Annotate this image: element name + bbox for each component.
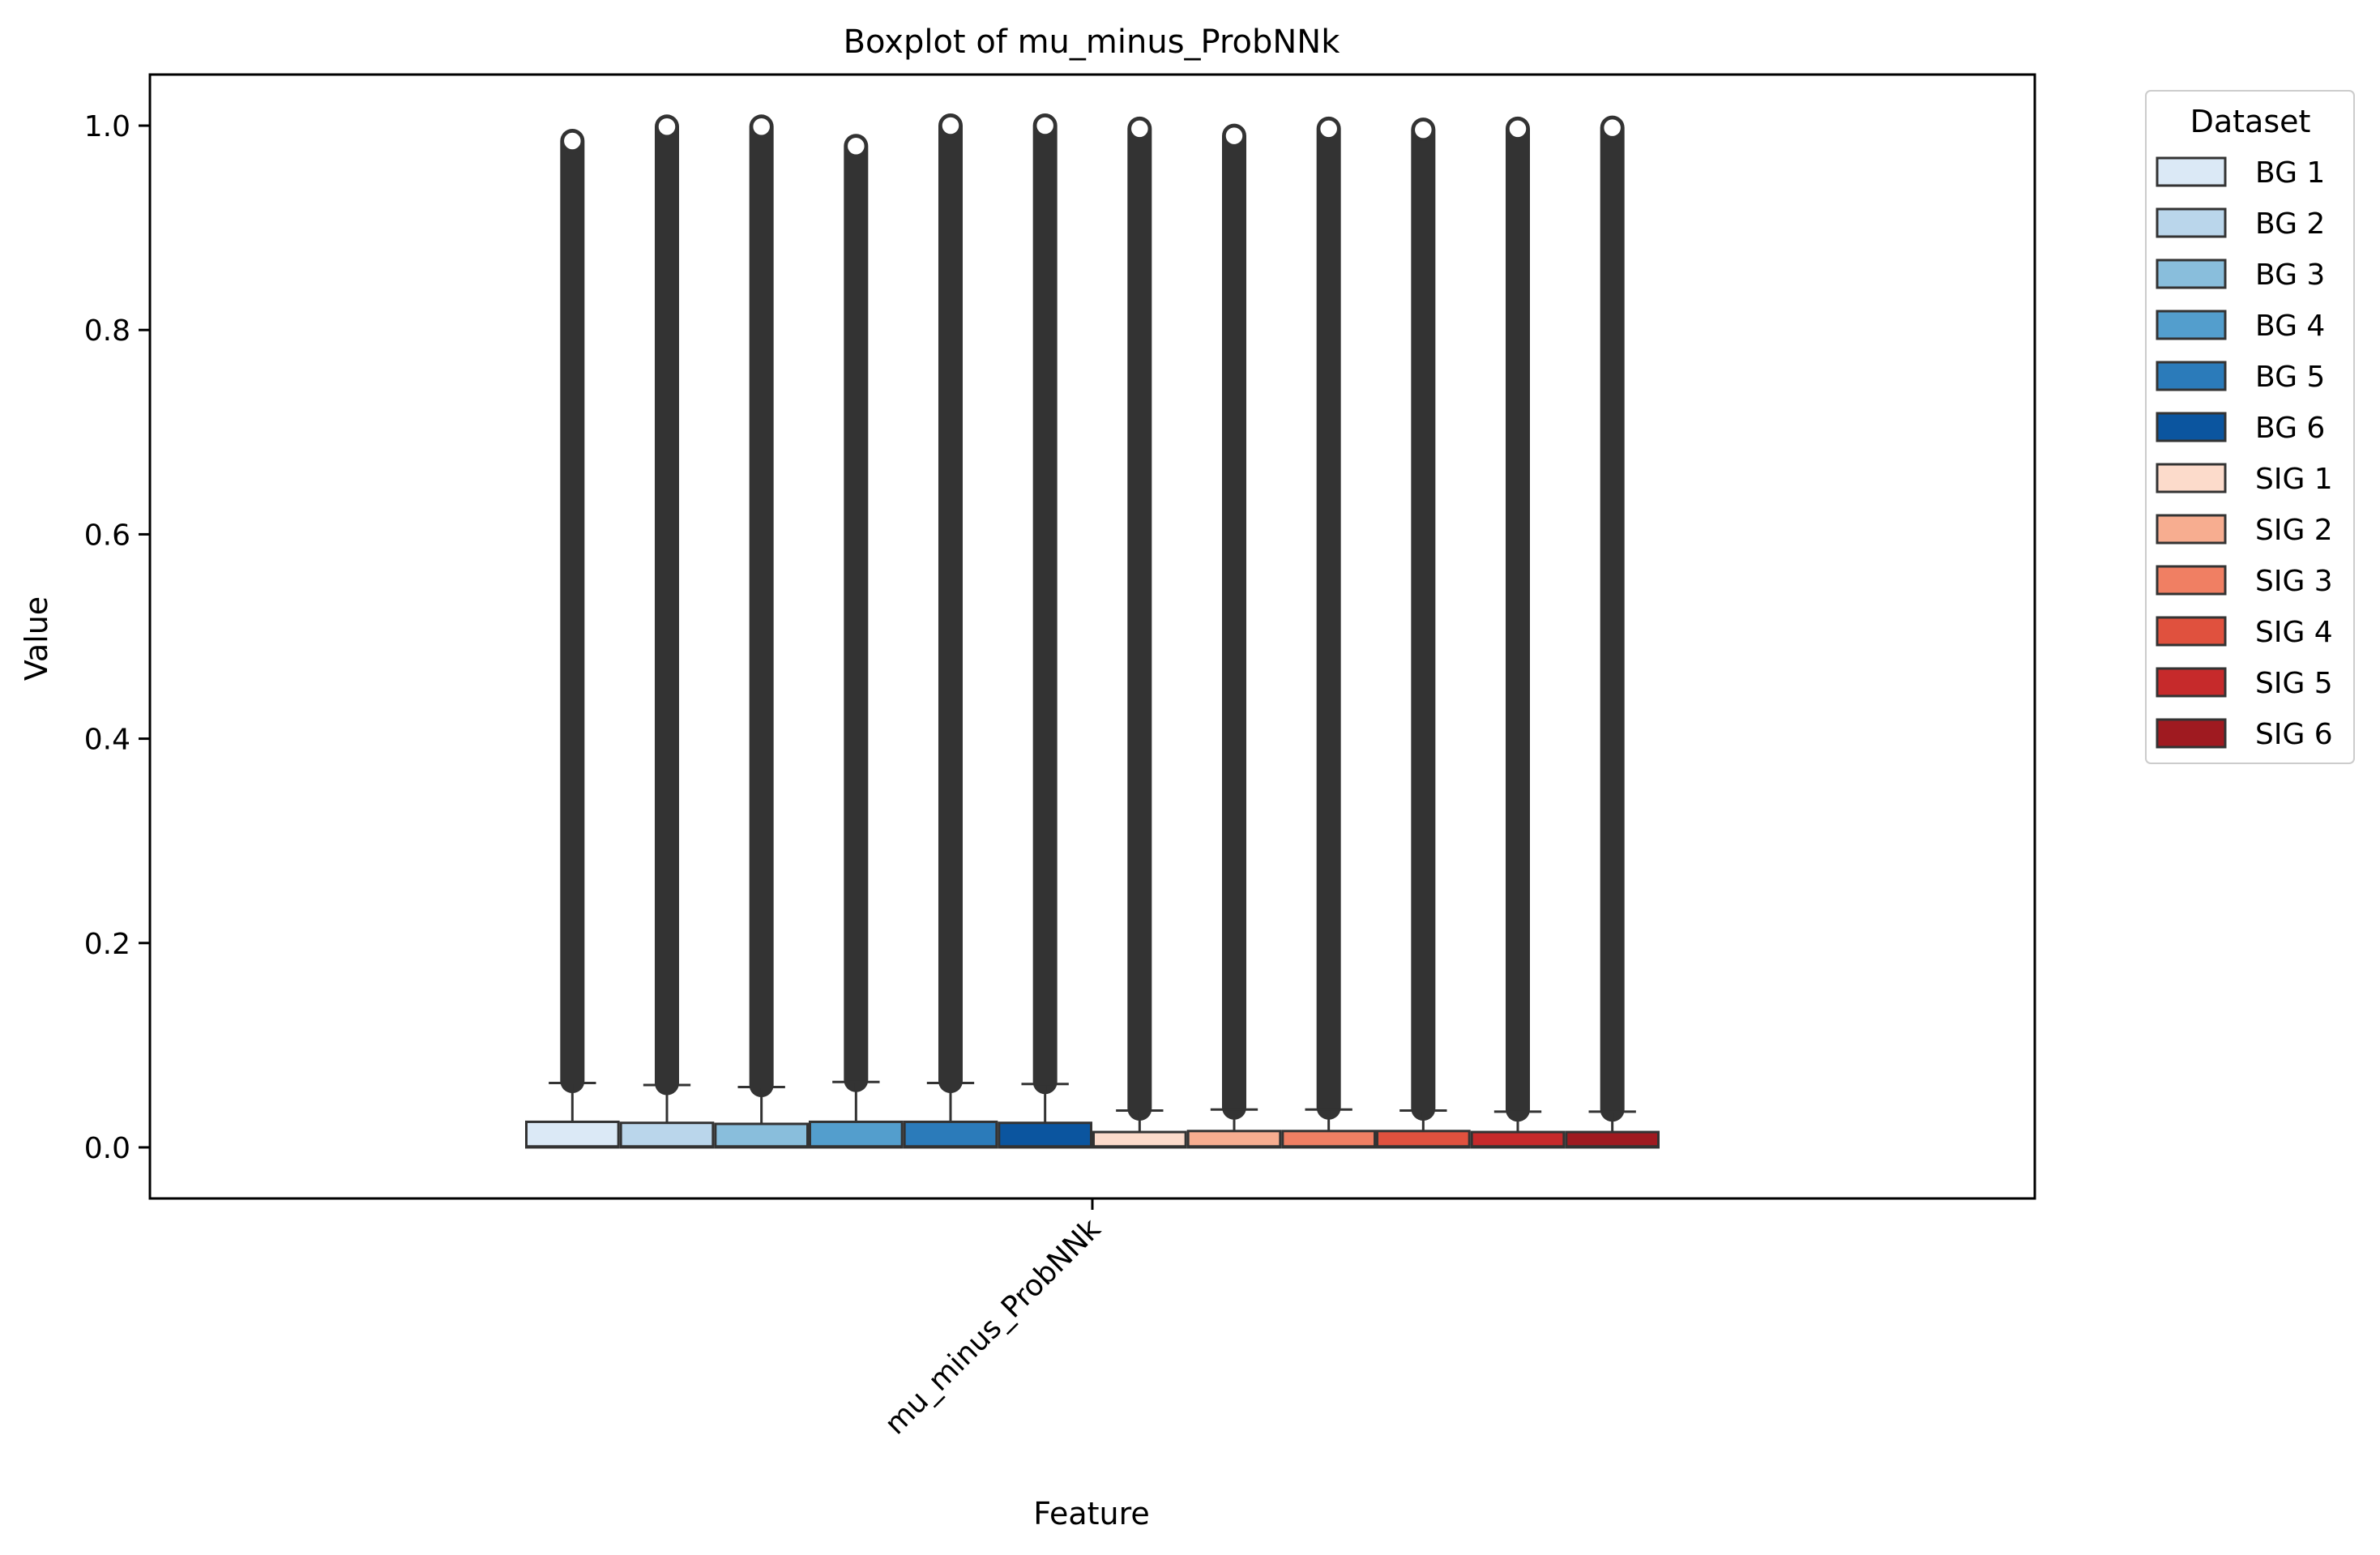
outlier-marker	[1600, 116, 1624, 139]
legend-label: BG 1	[2255, 156, 2325, 190]
legend-label: SIG 6	[2255, 718, 2333, 751]
legend-item: SIG 4	[2156, 616, 2333, 649]
box	[619, 1121, 715, 1149]
legend-item: SIG 5	[2156, 667, 2333, 700]
outlier-marker	[1506, 117, 1529, 140]
legend-label: BG 2	[2255, 207, 2325, 241]
outlier-marker	[1317, 117, 1340, 140]
y-tick-label: 0.2	[84, 928, 130, 961]
outlier-marker	[939, 114, 962, 137]
x-tick-label: mu_minus_ProbNNk	[878, 1212, 1107, 1441]
x-axis: mu_minus_ProbNNk	[878, 1198, 1107, 1442]
outlier-marker	[1128, 117, 1152, 140]
box-bg-2	[619, 114, 715, 1149]
outlier-marker	[1033, 114, 1057, 137]
legend-item: SIG 3	[2156, 565, 2333, 598]
y-tick-label: 0.6	[84, 519, 130, 552]
legend-item: SIG 2	[2156, 514, 2333, 547]
box	[1376, 1130, 1471, 1149]
chart-title: Boxplot of mu_minus_ProbNNk	[844, 23, 1341, 61]
box-sig-4	[1376, 117, 1471, 1149]
outlier-marker	[1412, 118, 1435, 141]
legend-item: SIG 6	[2156, 718, 2333, 751]
legend-swatch	[2156, 156, 2227, 187]
y-axis: 0.0 0.2 0.4 0.6 0.8 1.0	[84, 110, 150, 1165]
box	[714, 1122, 809, 1149]
x-axis-label: Feature	[1033, 1496, 1150, 1532]
outlier-marker	[561, 130, 584, 152]
outlier-marker	[656, 115, 678, 139]
legend-swatch	[2156, 667, 2227, 698]
box-bg-5	[903, 113, 998, 1149]
legend-label: SIG 2	[2255, 514, 2333, 547]
legend-swatch	[2156, 514, 2227, 545]
y-tick-label: 0.0	[84, 1132, 130, 1165]
legend-label: SIG 4	[2255, 616, 2333, 649]
legend-item: BG 1	[2156, 156, 2325, 190]
legend-item: BG 3	[2156, 258, 2325, 292]
axes-frame	[148, 73, 2036, 1200]
box-sig-3	[1281, 116, 1377, 1149]
legend-swatch	[2156, 207, 2227, 238]
legend-label: SIG 1	[2255, 463, 2333, 496]
plot-area	[525, 113, 1660, 1149]
box-sig-6	[1565, 115, 1660, 1149]
outlier-marker	[844, 135, 868, 158]
legend-label: BG 3	[2255, 258, 2325, 292]
legend-swatch	[2156, 258, 2227, 289]
box	[998, 1121, 1093, 1149]
box	[1470, 1130, 1566, 1149]
box-bg-6	[998, 113, 1093, 1149]
legend-label: SIG 5	[2255, 667, 2333, 700]
box	[1092, 1130, 1187, 1149]
box-sig-5	[1470, 116, 1566, 1149]
y-tick-label: 0.8	[84, 314, 130, 348]
box-bg-3	[714, 114, 809, 1149]
legend-swatch	[2156, 616, 2227, 647]
box	[809, 1120, 904, 1149]
legend-items: BG 1 BG 2 BG 3 BG 4 BG 5 BG 6 SIG 1 SIG 2 SIG 3 S…	[2156, 156, 2333, 751]
box	[1281, 1130, 1377, 1149]
legend-swatch	[2156, 361, 2227, 391]
outlier-marker	[1223, 124, 1246, 147]
legend-label: BG 4	[2255, 310, 2325, 343]
legend: Dataset BG 1 BG 2 BG 3 BG 4 BG 5 BG 6 SIG 1 SIG…	[2145, 90, 2355, 764]
legend-swatch	[2156, 310, 2227, 340]
y-tick-label: 1.0	[84, 110, 130, 143]
legend-label: BG 6	[2255, 412, 2325, 445]
legend-label: BG 5	[2255, 361, 2325, 394]
legend-item: BG 6	[2156, 412, 2325, 445]
legend-swatch	[2156, 718, 2227, 749]
legend-item: BG 2	[2156, 207, 2325, 241]
legend-item: BG 5	[2156, 361, 2325, 394]
legend-label: SIG 3	[2255, 565, 2333, 598]
box-sig-2	[1186, 123, 1282, 1149]
box-bg-4	[809, 134, 904, 1149]
outlier-marker	[750, 115, 773, 139]
y-tick-label: 0.4	[84, 724, 130, 757]
legend-item: BG 4	[2156, 310, 2325, 343]
legend-item: SIG 1	[2156, 463, 2333, 496]
box-sig-1	[1092, 116, 1187, 1149]
legend-swatch	[2156, 412, 2227, 442]
box	[903, 1120, 998, 1149]
legend-title: Dataset	[2190, 104, 2311, 139]
box	[1565, 1130, 1660, 1149]
legend-swatch	[2156, 565, 2227, 596]
legend-swatch	[2156, 463, 2227, 493]
box-bg-1	[525, 128, 620, 1149]
box	[1186, 1130, 1282, 1149]
y-axis-label: Value	[19, 596, 54, 681]
box	[525, 1120, 620, 1149]
